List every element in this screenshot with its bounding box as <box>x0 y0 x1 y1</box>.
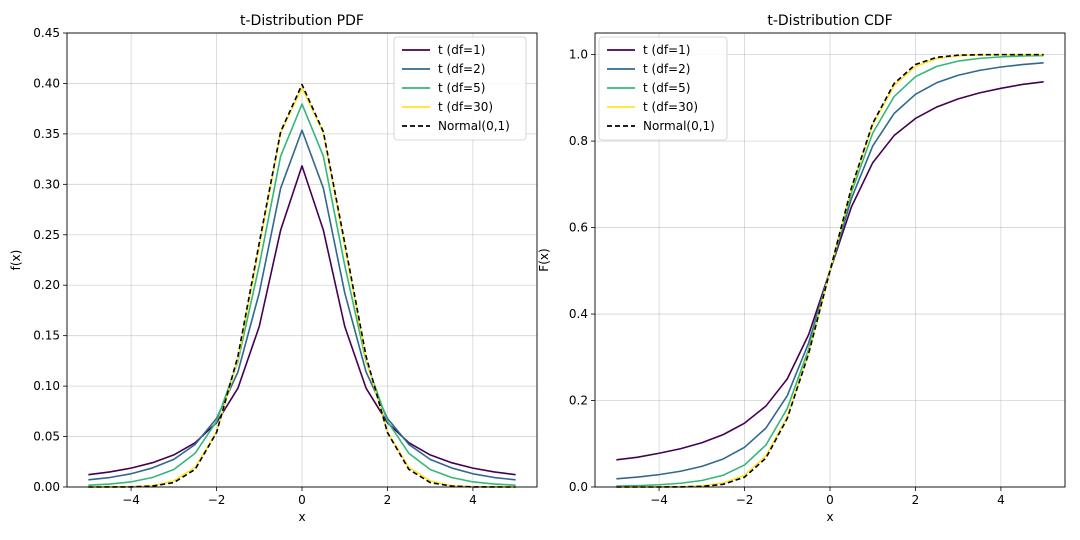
y-tick-label: 0.30 <box>33 177 60 191</box>
y-tick-label: 0.05 <box>33 430 60 444</box>
x-tick-label: −2 <box>736 493 754 507</box>
x-tick-label: 2 <box>912 493 920 507</box>
legend-label: Normal(0,1) <box>438 119 510 133</box>
series-line-normal-0-1- <box>616 53 1044 488</box>
y-axis-label: f(x) <box>9 250 23 271</box>
series-line-t-df-1- <box>88 165 516 476</box>
x-tick-label: 0 <box>298 493 306 507</box>
y-tick-label: 0.45 <box>33 26 60 40</box>
legend-label: t (df=1) <box>643 43 690 57</box>
x-tick-label: −2 <box>208 493 226 507</box>
y-tick-label: 0.2 <box>569 394 588 408</box>
x-tick-label: 0 <box>826 493 834 507</box>
legend: t (df=1) t (df=2) t (df=5) t (df=30) Normal(… <box>598 36 728 141</box>
x-tick-label: −4 <box>122 493 140 507</box>
legend-label: t (df=5) <box>643 81 690 95</box>
chart-title: t-Distribution CDF <box>767 13 892 29</box>
y-tick-label: 1.0 <box>569 48 588 62</box>
y-tick-label: 0.00 <box>33 480 60 494</box>
legend: t (df=1) t (df=2) t (df=5) t (df=30) Normal(… <box>393 36 527 141</box>
y-tick-label: 0.40 <box>33 76 60 90</box>
y-tick-label: 0.0 <box>569 480 588 494</box>
cdf-chart: −4 −2 0 2 4 0.0 0.2 0.4 0.6 0.8 1.0 t-Distribution … <box>537 13 1066 524</box>
y-tick-label: 0.10 <box>33 379 60 393</box>
series-line-normal-0-1- <box>88 83 516 488</box>
legend-label: t (df=30) <box>643 100 698 114</box>
x-tick-label: 4 <box>469 493 477 507</box>
x-axis-label: x <box>826 510 833 524</box>
y-tick-label: 0.35 <box>33 127 60 141</box>
y-tick-label: 0.8 <box>569 134 588 148</box>
pdf-chart: −4 −2 0 2 4 0.00 0.05 0.10 0.15 0.20 0.25 0.30 0.35 0… <box>9 13 538 524</box>
series-line-t-df-2- <box>88 129 516 481</box>
y-tick-label: 0.15 <box>33 329 60 343</box>
chart-title: t-Distribution PDF <box>240 13 364 29</box>
legend-label: t (df=1) <box>438 43 485 57</box>
y-tick-label: 0.4 <box>569 307 588 321</box>
legend-label: t (df=2) <box>438 62 485 76</box>
x-tick-label: 2 <box>384 493 392 507</box>
x-axis-label: x <box>298 510 305 524</box>
legend-label: Normal(0,1) <box>643 119 715 133</box>
y-tick-label: 0.6 <box>569 221 588 235</box>
y-axis-label: F(x) <box>537 248 551 271</box>
legend-label: t (df=2) <box>643 62 690 76</box>
y-tick-label: 0.20 <box>33 278 60 292</box>
legend-label: t (df=5) <box>438 81 485 95</box>
legend-box <box>598 36 728 141</box>
legend-label: t (df=30) <box>438 100 493 114</box>
y-tick-label: 0.25 <box>33 228 60 242</box>
x-tick-label: 4 <box>997 493 1005 507</box>
series-line-t-df-5- <box>88 103 516 486</box>
legend-box <box>393 36 527 141</box>
x-tick-label: −4 <box>650 493 668 507</box>
